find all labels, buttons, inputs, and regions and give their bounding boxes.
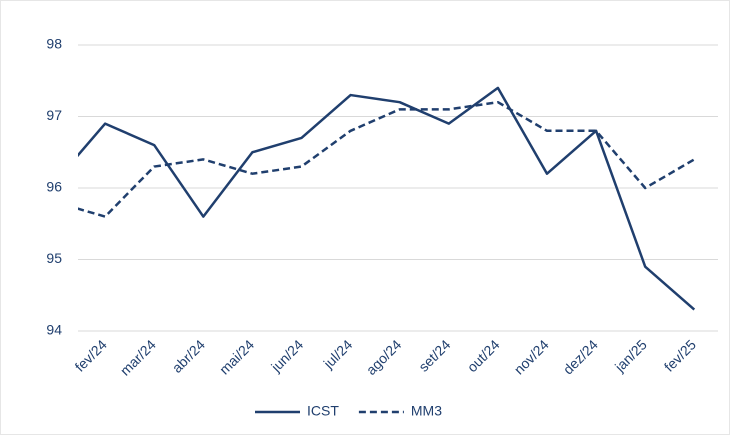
y-tick-label: 98 bbox=[46, 36, 62, 52]
y-tick-label: 95 bbox=[46, 250, 62, 266]
legend-label: ICST bbox=[307, 403, 339, 419]
y-tick-label: 96 bbox=[46, 179, 62, 195]
y-tick-label: 94 bbox=[46, 322, 62, 338]
y-tick-label: 97 bbox=[46, 107, 62, 123]
series-line bbox=[78, 86, 696, 311]
legend-label: MM3 bbox=[411, 403, 442, 419]
plot-area bbox=[78, 86, 696, 311]
